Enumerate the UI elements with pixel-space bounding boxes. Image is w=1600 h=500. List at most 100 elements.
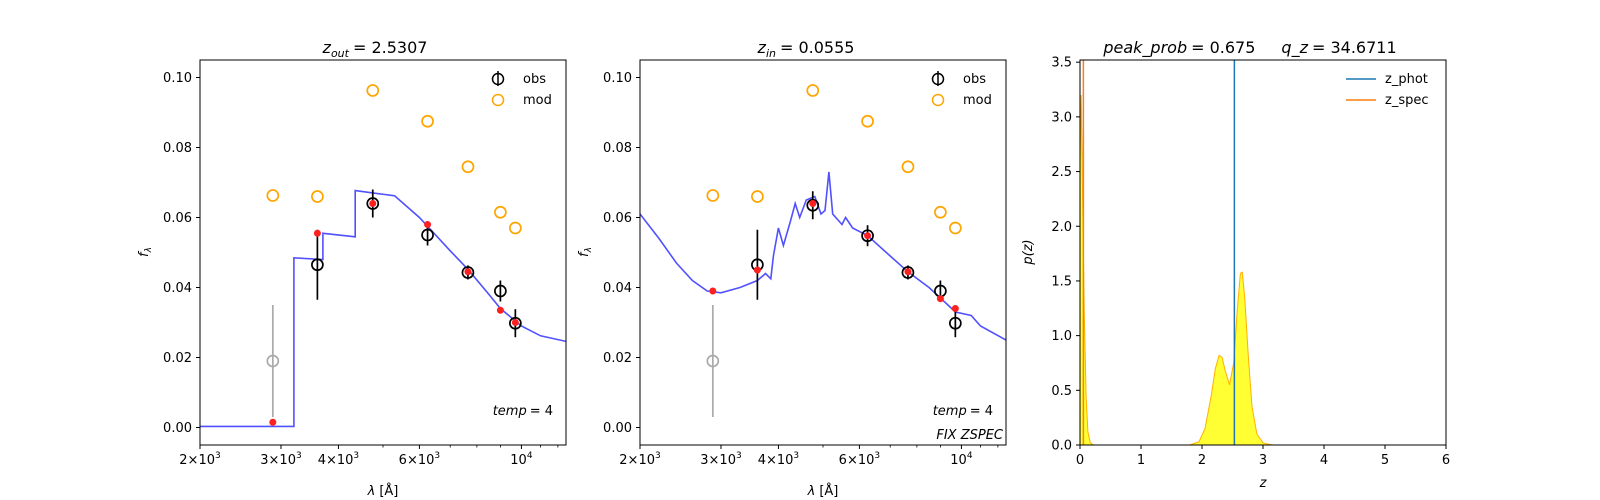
- model-flux-dot: [464, 268, 472, 276]
- x-axis-label: λ [Å]: [367, 483, 399, 499]
- x-axis-label: z: [1259, 476, 1268, 491]
- y-tick-label: 3.5: [1051, 56, 1072, 71]
- legend: obs mod: [931, 71, 992, 108]
- x-tick-label: 2×103: [619, 451, 660, 468]
- x-axis-label: λ [Å]: [807, 483, 839, 499]
- y-tick-label: 0.10: [603, 71, 632, 86]
- obs-point: [366, 197, 380, 210]
- obs-point: [806, 198, 820, 212]
- model-flux-dot: [313, 229, 321, 237]
- obs-point: [461, 266, 475, 279]
- x-tick-label: 0: [1076, 453, 1084, 468]
- mod-point: [509, 221, 522, 235]
- svg-text:z_phot: z_phot: [1385, 72, 1428, 87]
- obs-point: [311, 258, 324, 272]
- axes-frame: [199, 59, 567, 446]
- panel-title: zout = 2.5307: [322, 38, 428, 60]
- obs-point: [494, 284, 507, 298]
- y-tick-label: 0.10: [163, 71, 192, 86]
- x-tick-label: 104: [510, 451, 533, 468]
- model-flux-dot: [424, 221, 432, 228]
- model-flux-dot: [936, 295, 944, 303]
- model-flux-dot: [864, 232, 872, 240]
- legend-entry-obs: obs: [931, 71, 986, 87]
- mod-point: [806, 84, 820, 97]
- panel-sed-zout: zout = 2.5307 0.00 0.02 0.04 0.06 0.08 0.10 2×…: [137, 38, 567, 499]
- panel-sed-zin: zin = 0.0555 0.00 0.02 0.04 0.06 0.08 0.10 2×1…: [577, 38, 1007, 499]
- model-flux-dot: [951, 305, 959, 312]
- legend: obs mod: [491, 71, 552, 108]
- x-axis: 0 1 2 3 4 5 6: [1076, 445, 1450, 468]
- x-tick-label: 3×103: [700, 451, 741, 468]
- model-flux-dot: [904, 268, 912, 276]
- y-tick-label: 0.00: [603, 421, 632, 436]
- x-tick-label: 5: [1381, 453, 1389, 468]
- y-tick-label: 0.02: [603, 351, 632, 366]
- legend-entry-obs: obs: [491, 71, 546, 87]
- model-flux-dot: [496, 306, 504, 314]
- x-tick-label: 2: [1198, 453, 1206, 468]
- mod-point: [861, 114, 874, 128]
- legend-entry-mod: mod: [491, 93, 552, 108]
- panel-title: peak_prob = 0.675 q_z = 34.6711: [1102, 38, 1396, 58]
- x-tick-label: 2×103: [179, 451, 220, 468]
- obs-point: [949, 316, 962, 330]
- model-flux-dot: [369, 200, 377, 207]
- y-tick-label: 2.0: [1051, 220, 1072, 235]
- x-tick-label: 6×103: [839, 451, 880, 468]
- fix-zspec-annotation: FIX ZSPEC: [936, 428, 1004, 443]
- mod-point: [949, 221, 962, 235]
- model-flux-dot: [809, 200, 817, 207]
- x-axis: 2×103 3×103 4×103 6×103 104: [619, 445, 999, 468]
- y-axis: 0.00 0.02 0.04 0.06 0.08 0.10: [603, 71, 640, 436]
- y-tick-label: 1.0: [1051, 329, 1072, 344]
- data-points: [266, 84, 522, 426]
- svg-text:mod: mod: [963, 93, 992, 108]
- y-axis-label: fλ: [137, 247, 154, 257]
- data-points: [706, 84, 962, 417]
- axes-frame: [1079, 59, 1447, 446]
- model-flux-dot: [753, 266, 761, 274]
- mod-point: [494, 205, 507, 219]
- x-tick-label: 4×103: [758, 451, 799, 468]
- svg-text:mod: mod: [523, 93, 552, 108]
- obs-point-faint: [266, 354, 280, 368]
- pz-distribution-area: [1080, 94, 1385, 445]
- model-flux-dot: [269, 418, 277, 426]
- model-flux-dot: [511, 319, 519, 326]
- mod-point: [366, 84, 380, 97]
- y-tick-label: 0.04: [163, 281, 192, 296]
- y-tick-label: 3.0: [1051, 110, 1072, 125]
- x-tick-label: 104: [950, 451, 973, 468]
- mod-point: [461, 160, 475, 174]
- mod-point: [706, 189, 720, 202]
- mod-point: [751, 190, 764, 203]
- template-spectrum-line: [640, 171, 1006, 341]
- x-tick-label: 1: [1137, 453, 1145, 468]
- mod-point: [421, 114, 434, 128]
- legend-entry-z-phot: z_phot: [1346, 72, 1428, 87]
- x-tick-label: 6×103: [399, 451, 440, 468]
- y-tick-label: 2.5: [1051, 165, 1072, 180]
- y-axis: 0.00 0.02 0.04 0.06 0.08 0.10: [163, 71, 200, 436]
- y-axis-label: p(z): [1021, 239, 1036, 265]
- y-tick-label: 0.00: [163, 421, 192, 436]
- template-annotation: temp = 4: [493, 404, 553, 419]
- svg-text:obs: obs: [963, 72, 986, 87]
- y-tick-label: 0.08: [163, 141, 192, 156]
- y-tick-label: 0.06: [163, 211, 192, 226]
- x-tick-label: 3: [1259, 453, 1267, 468]
- obs-point: [861, 229, 874, 243]
- template-annotation: temp = 4: [933, 404, 993, 419]
- obs-point: [421, 228, 434, 242]
- y-axis: 0.0 0.5 1.0 1.5 2.0 2.5 3.0 3.5: [1051, 56, 1080, 454]
- legend-entry-z-spec: z_spec: [1346, 93, 1429, 108]
- x-tick-label: 4×103: [318, 451, 359, 468]
- x-tick-label: 6: [1442, 453, 1450, 468]
- y-tick-label: 0.04: [603, 281, 632, 296]
- panel-pz: peak_prob = 0.675 q_z = 34.6711 0.0 0.5 1.0 1.…: [1021, 38, 1450, 491]
- mod-point: [934, 205, 947, 219]
- obs-point-faint: [706, 354, 720, 368]
- y-axis-label: fλ: [577, 247, 594, 257]
